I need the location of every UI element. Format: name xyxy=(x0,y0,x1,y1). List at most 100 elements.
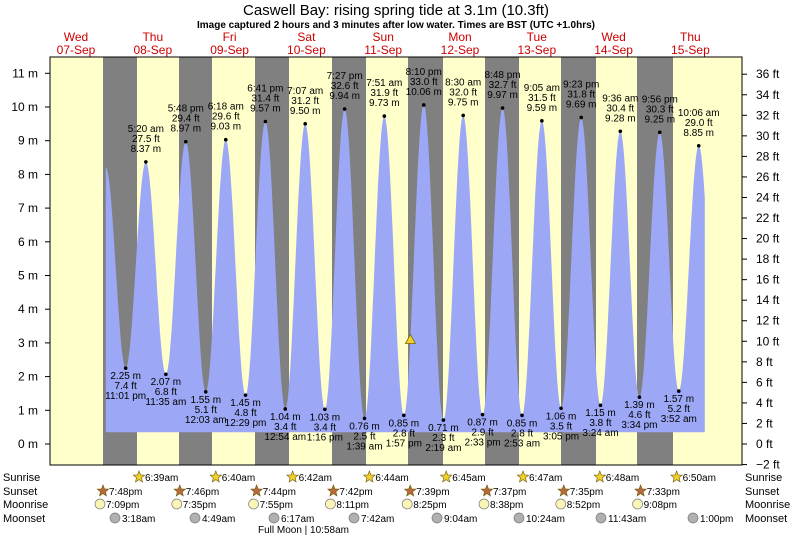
low-tide-label: 1.04 m xyxy=(270,412,301,423)
sunset-time: 7:35pm xyxy=(570,487,603,498)
low-tide-label: 1.06 m xyxy=(546,411,577,422)
sunset-icon xyxy=(634,484,648,497)
high-tide-label: 8:10 pm xyxy=(406,67,442,78)
low-tide-label: 12:54 am xyxy=(264,432,306,443)
low-tide-label: 3:05 pm xyxy=(543,431,579,442)
high-tide-point xyxy=(540,119,544,123)
day-name: Thu xyxy=(680,30,701,44)
moonset-row-label: Moonset xyxy=(3,513,45,525)
high-tide-label: 5:20 am xyxy=(128,124,164,135)
low-tide-label: 2.9 ft xyxy=(471,428,493,439)
moonset-time: 11:43am xyxy=(608,514,646,525)
high-tide-label: 6:41 pm xyxy=(247,83,283,94)
high-tide-point xyxy=(461,113,466,118)
low-tide-point xyxy=(402,413,406,418)
ft-tick-label: 14 ft xyxy=(756,293,780,307)
high-tide-label: 32.6 ft xyxy=(331,81,359,92)
y-tick-label: 4 m xyxy=(18,302,38,316)
low-tide-label: 2:53 am xyxy=(504,438,540,449)
moonrise-icon xyxy=(632,498,643,510)
y-tick-label: 9 m xyxy=(18,134,38,148)
low-tide-point xyxy=(480,412,485,417)
ft-tick-label: 32 ft xyxy=(756,108,780,122)
ft-tick-label: 16 ft xyxy=(756,273,780,287)
high-tide-point xyxy=(421,103,426,107)
low-tide-label: 4.6 ft xyxy=(628,410,650,421)
sunrise-icon xyxy=(593,470,607,483)
high-tide-label: 32.7 ft xyxy=(489,80,517,91)
low-tide-label: 1:39 am xyxy=(346,441,382,452)
high-tide-label: 30.3 ft xyxy=(646,104,674,115)
sunrise-time: 6:42am xyxy=(299,473,332,484)
high-tide-label: 8.85 m xyxy=(683,128,714,139)
sunrise-time: 6:40am xyxy=(222,473,255,484)
moonrise-time: 8:25pm xyxy=(413,500,446,511)
moonset-icon xyxy=(268,512,280,524)
moonset-time: 1:00pm xyxy=(700,514,733,525)
y-tick-label: 5 m xyxy=(18,269,38,283)
ft-tick-label: 18 ft xyxy=(756,252,780,266)
day-date: 13-Sep xyxy=(517,43,556,57)
moonrise-time: 7:55pm xyxy=(260,500,293,511)
moonrise-time: 8:52pm xyxy=(567,500,600,511)
ft-tick-label: −2 ft xyxy=(756,458,780,472)
plot-frame xyxy=(49,56,743,466)
moonrise-time: 9:08pm xyxy=(644,500,677,511)
sunset-time: 7:46pm xyxy=(186,487,219,498)
low-tide-label: 7.4 ft xyxy=(115,381,137,392)
high-tide-point xyxy=(500,106,505,110)
moonset-time: 7:42am xyxy=(361,514,394,525)
high-tide-label: 31.4 ft xyxy=(251,93,279,104)
y-tick-label: 7 m xyxy=(18,201,38,215)
low-tide-point xyxy=(283,407,288,411)
day-name: Sun xyxy=(373,30,394,44)
low-tide-label: 4.8 ft xyxy=(234,408,256,419)
high-tide-point xyxy=(303,122,307,126)
high-tide-label: 8.37 m xyxy=(131,144,162,155)
moonrise-time: 8:38pm xyxy=(490,500,523,511)
high-tide-label: 6:18 am xyxy=(208,102,244,113)
moonrise-time: 7:09pm xyxy=(106,500,139,511)
low-tide-label: 1:16 pm xyxy=(307,432,343,443)
day-date: 15-Sep xyxy=(671,43,710,57)
sunrise-icon xyxy=(209,470,223,483)
y-tick-label: 2 m xyxy=(18,370,38,384)
moonset-icon xyxy=(595,512,607,524)
high-tide-label: 32.0 ft xyxy=(449,87,477,98)
moonset-icon xyxy=(348,512,360,524)
day-date: 10-Sep xyxy=(287,43,326,57)
sunset-time: 7:44pm xyxy=(263,487,296,498)
current-tide-marker xyxy=(404,333,417,344)
ft-tick-label: 22 ft xyxy=(756,211,780,225)
y-tick-label: 11 m xyxy=(12,66,38,80)
sunset-icon xyxy=(250,484,264,497)
low-tide-label: 2.25 m xyxy=(110,371,141,382)
low-tide-label: 2.8 ft xyxy=(393,428,415,439)
ft-tick-label: 2 ft xyxy=(756,416,773,430)
day-date: 09-Sep xyxy=(210,43,249,57)
high-tide-point xyxy=(263,119,268,124)
high-tide-label: 27.5 ft xyxy=(132,134,160,145)
low-tide-point xyxy=(559,406,563,411)
high-tide-label: 5:48 pm xyxy=(168,104,204,115)
low-tide-label: 2.8 ft xyxy=(511,428,533,439)
sunset-row-label: Sunset xyxy=(3,486,37,498)
low-tide-point xyxy=(123,366,128,370)
ft-tick-label: 26 ft xyxy=(756,170,780,184)
day-name: Wed xyxy=(601,30,625,44)
low-tide-label: 5.2 ft xyxy=(668,404,690,415)
y-tick-label: 8 m xyxy=(18,167,38,181)
high-tide-point xyxy=(696,143,701,148)
high-tide-label: 10.06 m xyxy=(406,87,442,98)
sunset-icon xyxy=(173,484,187,497)
low-tide-label: 3.4 ft xyxy=(314,422,336,433)
sunrise-time: 6:47am xyxy=(529,473,562,484)
low-tide-label: 1:57 pm xyxy=(386,438,422,449)
y-tick-label: 6 m xyxy=(18,235,38,249)
sunrise-time: 6:39am xyxy=(145,473,178,484)
high-tide-point xyxy=(618,129,623,134)
day-date: 12-Sep xyxy=(441,43,480,57)
day-date: 11-Sep xyxy=(364,43,402,57)
